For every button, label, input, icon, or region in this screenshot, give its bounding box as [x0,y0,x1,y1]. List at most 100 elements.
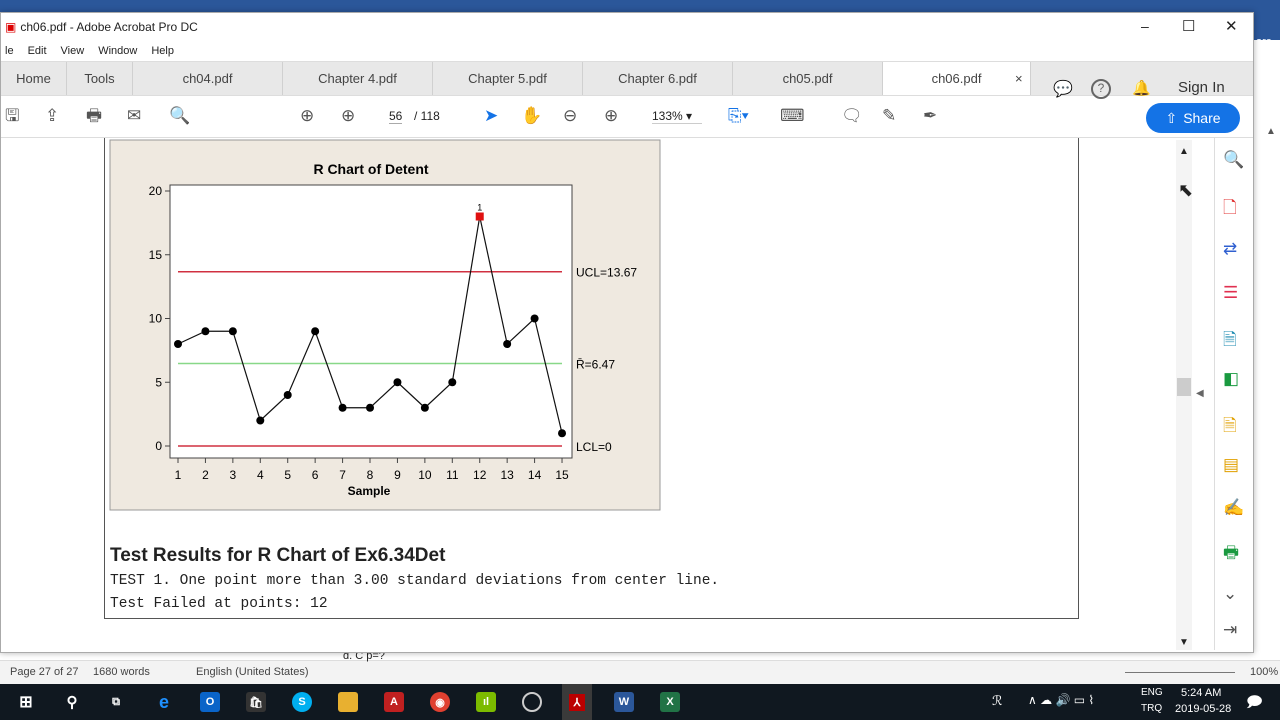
menu-edit[interactable]: Edit [27,45,47,57]
page-number-input[interactable]: 56 [389,109,403,124]
clock-date[interactable]: 2019-05-28 [1175,703,1232,715]
menu-help[interactable]: Help [151,45,174,57]
prev-page-icon[interactable]: ⊕ [300,106,315,125]
close-button[interactable]: ✕ [1225,18,1238,35]
skype-icon[interactable]: S [292,692,312,712]
vertical-scrollbar[interactable]: ▲ ▼ [1176,140,1192,650]
next-page-icon[interactable]: ⊕ [341,106,356,125]
help-icon[interactable]: ? [1091,79,1111,99]
scroll-up-icon[interactable]: ▲ [1179,146,1189,157]
x-tick-label: 8 [367,468,374,482]
people-icon[interactable]: ℛ [992,693,1003,708]
store-icon[interactable]: 🛍 [246,692,266,712]
window-title: ch06.pdf - Adobe Acrobat Pro DC [20,20,198,34]
comment-tool-icon[interactable]: ▤ [1223,455,1240,474]
x-axis-label: Sample [348,484,391,498]
search-taskbar-icon[interactable]: ⚲ [66,694,78,711]
start-button[interactable]: ⊞ [19,694,33,711]
input-lang-2[interactable]: TRQ [1141,703,1163,714]
x-tick-label: 1 [175,468,182,482]
compare-icon[interactable]: ◧ [1223,369,1240,388]
fit-page-icon[interactable]: ⎘▾ [728,106,749,125]
outlook-icon[interactable]: O [200,692,220,712]
zoom-in-icon[interactable]: ⊕ [604,106,619,125]
menu-view[interactable]: View [60,45,85,57]
menu-window[interactable]: Window [98,45,138,57]
tab-ch06[interactable]: ch06.pdf × [883,62,1031,95]
input-lang-1[interactable]: ENG [1141,687,1163,698]
maximize-button[interactable]: ☐ [1182,18,1196,35]
word-scroll-up-icon[interactable]: ▲ [1266,126,1276,137]
collapse-pane-icon[interactable]: ◀ [1196,388,1204,399]
word-doc-text: d. C p=? [343,650,385,662]
sign-in-button[interactable]: Sign In [1178,79,1225,96]
zoom-slider[interactable] [1125,672,1235,673]
clock-time[interactable]: 5:24 AM [1181,687,1222,699]
edit-pdf-icon[interactable]: 🗎 [1223,330,1237,349]
language[interactable]: English (United States) [196,666,309,678]
save-icon[interactable]: 🖫 [5,106,20,125]
print-production-icon[interactable]: 🖶 [1223,543,1240,562]
tab-tools[interactable]: Tools [67,62,133,95]
chrome-icon[interactable]: ◉ [430,692,450,712]
excel-icon[interactable]: X [660,692,680,712]
acrobat-taskbar-button[interactable]: ⅄ [562,684,592,720]
x-tick-label: 14 [528,468,542,482]
create-pdf-icon[interactable]: 🗋 [1223,198,1237,217]
keyboard-scroll-icon[interactable]: ⌨ [780,106,805,125]
comment-icon[interactable]: 🗨 [841,106,863,125]
flagged-point [475,212,484,221]
print-icon[interactable]: 🖶 [86,106,103,125]
select-cursor-icon[interactable]: ➤ [484,106,499,125]
highlight-pen-icon[interactable]: ✎ [882,106,897,125]
fill-sign-icon[interactable]: ✍ [1223,498,1245,517]
email-icon[interactable]: ✉ [127,106,142,125]
upload-cloud-icon[interactable]: ⇪ [45,106,60,125]
sign-icon[interactable]: ✒ [923,106,938,125]
tab-ch04[interactable]: ch04.pdf [133,62,283,95]
minimize-button[interactable]: – [1141,18,1149,34]
zoom-select[interactable]: 133% ▾ [652,109,702,124]
search-icon[interactable]: 🔍 [169,106,191,125]
data-point [283,391,292,399]
share-button[interactable]: ⇧ Share [1146,103,1240,133]
word-icon[interactable]: W [614,692,634,712]
tab-chapter4[interactable]: Chapter 4.pdf [283,62,433,95]
export-pdf-icon[interactable]: ⇄ [1223,239,1238,258]
expand-tools-icon[interactable]: ⌄ [1223,584,1238,603]
notifications-icon[interactable]: 🗩 [1246,694,1263,711]
collapse-right-pane-icon[interactable]: ⇥ [1223,620,1238,639]
file-explorer-icon[interactable] [338,692,358,712]
menu-file[interactable]: le [5,45,14,57]
hand-icon[interactable]: ✋ [521,106,543,125]
tab-chapter5[interactable]: Chapter 5.pdf [433,62,583,95]
comment-bubble-icon[interactable]: 💬 [1053,81,1073,98]
zoom-tool-icon[interactable]: 🔍 [1223,150,1245,169]
control-line-label: LCL=0 [576,440,612,454]
tab-home[interactable]: Home [1,62,67,95]
organize-pages-icon[interactable]: ☰ [1223,283,1239,302]
tray-icons[interactable]: ∧ ☁ 🔊 ▭ ⌇ [1028,693,1095,707]
tab-label: ch06.pdf [931,71,982,86]
scroll-down-icon[interactable]: ▼ [1179,637,1189,648]
pdf-app-icon[interactable]: A [384,692,404,712]
edge-icon[interactable]: e [158,691,169,712]
tab-chapter6[interactable]: Chapter 6.pdf [583,62,733,95]
obs-icon[interactable] [522,692,542,712]
share-icon: ⇧ [1165,109,1178,126]
y-tick-label: 15 [149,248,163,262]
data-point [366,403,375,412]
data-point [448,378,457,387]
task-view-icon[interactable]: ⧉ [112,695,120,708]
word-zoom[interactable]: 100% [1250,666,1279,678]
tab-ch05[interactable]: ch05.pdf [733,62,883,95]
send-icon[interactable]: 🗎 [1223,416,1237,435]
tab-close-icon[interactable]: × [1015,71,1023,86]
zoom-out-icon[interactable]: ⊖ [563,106,578,125]
bell-icon[interactable]: 🔔 [1132,80,1151,97]
scroll-thumb[interactable] [1177,378,1191,396]
word-share-fragment: are [1256,36,1272,48]
data-point [256,416,265,425]
minitab-icon[interactable]: ıl [476,692,496,712]
x-tick-label: 10 [418,468,432,482]
